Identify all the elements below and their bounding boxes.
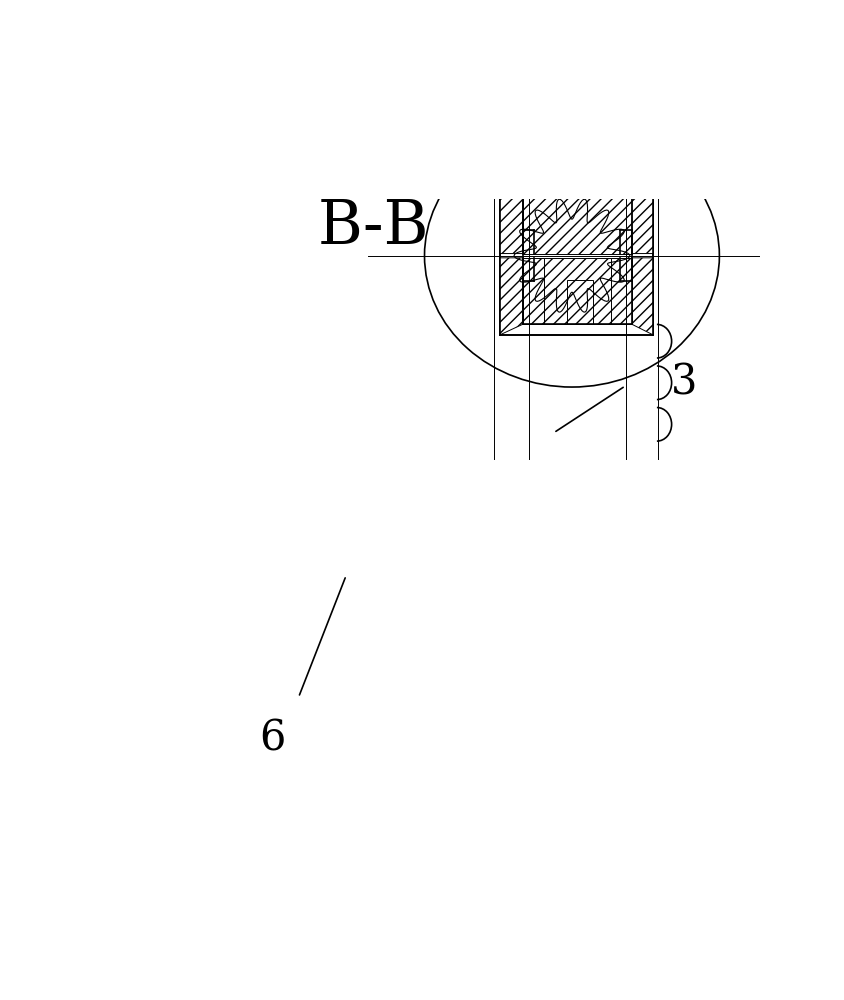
Text: 6: 6 bbox=[259, 717, 285, 759]
Polygon shape bbox=[522, 187, 632, 254]
Bar bbox=[500, 176, 653, 335]
Polygon shape bbox=[632, 258, 653, 335]
Polygon shape bbox=[522, 258, 632, 324]
Bar bbox=[522, 187, 632, 324]
Ellipse shape bbox=[425, 124, 719, 387]
Polygon shape bbox=[566, 280, 593, 324]
Polygon shape bbox=[500, 258, 522, 335]
Polygon shape bbox=[500, 176, 522, 254]
Polygon shape bbox=[610, 258, 632, 324]
Polygon shape bbox=[522, 258, 544, 324]
Polygon shape bbox=[632, 176, 653, 254]
Text: 3: 3 bbox=[671, 362, 698, 404]
Text: B-B: B-B bbox=[318, 197, 430, 257]
